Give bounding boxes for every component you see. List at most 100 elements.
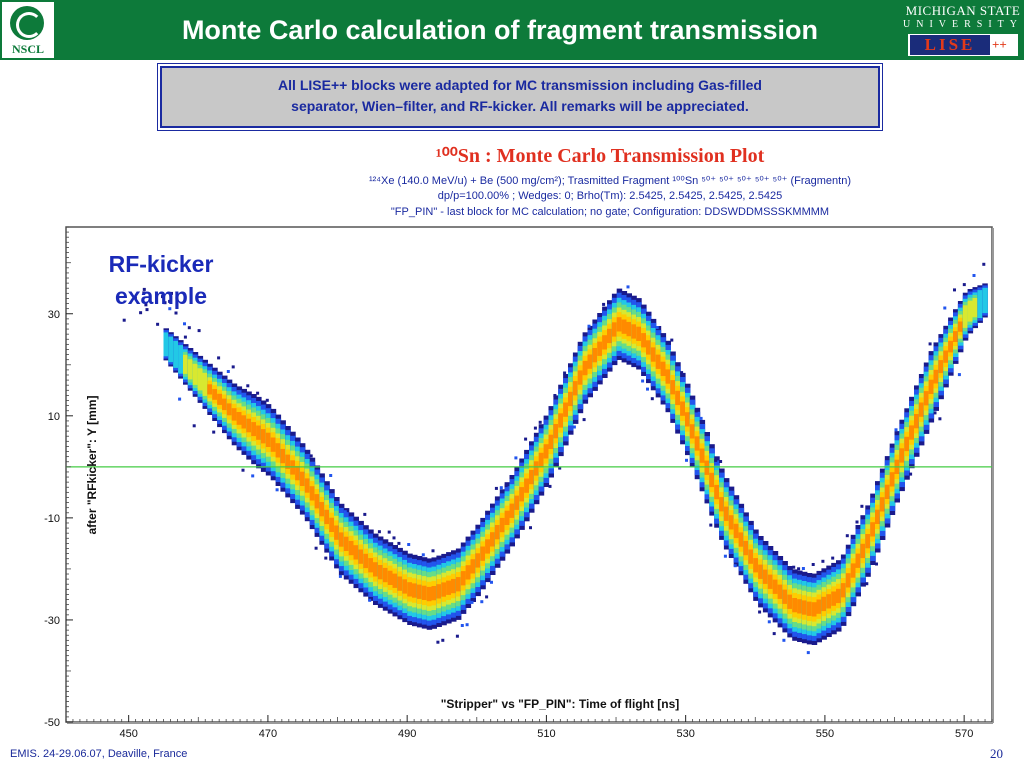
density-cell — [602, 335, 608, 350]
density-cell — [957, 321, 964, 332]
density-cell — [850, 563, 857, 578]
scatter-point — [538, 420, 542, 424]
density-cell — [499, 517, 506, 533]
density-cell — [723, 506, 730, 521]
scatter-point — [145, 308, 149, 312]
scatter-point — [811, 563, 815, 566]
density-cell — [801, 600, 808, 615]
density-cell — [270, 437, 277, 452]
density-cell — [519, 487, 525, 502]
density-cell — [309, 486, 316, 501]
scatter-point — [174, 311, 178, 315]
scatter-point — [163, 301, 167, 305]
scatter-point — [767, 620, 771, 624]
density-cell — [611, 322, 618, 337]
scatter-point — [499, 486, 503, 490]
density-cell — [285, 454, 291, 469]
msu-lise-logo: MICHIGAN STATE UNIVERSITY LISE ++ — [902, 0, 1024, 60]
scatter-point — [338, 574, 342, 578]
scatter-point — [392, 536, 396, 540]
scatter-point — [733, 564, 737, 568]
scatter-point — [441, 638, 445, 642]
density-cell — [343, 536, 350, 551]
scatter-point — [719, 460, 723, 463]
density-cell — [168, 336, 174, 363]
nscl-logo: NSCL — [2, 2, 54, 58]
density-cell — [577, 370, 584, 385]
density-cell — [392, 573, 398, 588]
density-cell — [938, 360, 944, 374]
plot-subtitle-settings: dp/p=100.00% ; Wedges: 0; Brho(Tm): 2.54… — [437, 190, 783, 202]
density-cell — [865, 534, 871, 549]
scatter-point — [694, 409, 698, 413]
scatter-point — [485, 595, 489, 599]
density-cell — [753, 558, 759, 573]
x-tick-label: 530 — [676, 728, 694, 740]
density-cell — [431, 586, 437, 601]
density-cell — [621, 319, 628, 334]
density-cell — [451, 578, 457, 594]
density-cell — [616, 317, 623, 332]
x-tick-label: 550 — [816, 728, 834, 740]
density-cell — [660, 361, 667, 376]
scatter-point — [343, 510, 347, 514]
density-cell — [397, 576, 403, 591]
density-cell — [899, 448, 905, 463]
scatter-point — [680, 371, 684, 375]
density-cell — [524, 478, 530, 493]
scatter-point — [758, 610, 762, 614]
density-cell — [787, 594, 793, 609]
density-cell — [558, 413, 564, 428]
density-cell — [187, 359, 194, 380]
scatter-point — [972, 274, 976, 277]
y-tick-label: -30 — [44, 615, 60, 627]
scatter-point — [962, 283, 966, 287]
density-cell — [533, 461, 540, 476]
scatter-point — [723, 554, 727, 558]
density-cell — [870, 522, 876, 537]
scatter-point — [670, 338, 674, 342]
scatter-point — [183, 335, 187, 339]
scatter-point — [553, 394, 557, 397]
x-tick-label: 570 — [955, 728, 973, 740]
density-cell — [163, 332, 169, 357]
scatter-point — [685, 458, 688, 462]
scatter-point — [382, 540, 386, 544]
scatter-point — [161, 295, 164, 299]
scatter-point — [363, 512, 367, 516]
density-cell — [743, 540, 749, 556]
scatter-point — [646, 387, 649, 391]
scatter-point — [168, 307, 172, 311]
scatter-point — [806, 651, 810, 655]
scatter-point — [251, 474, 255, 478]
rf-kicker-line1: RF-kicker — [108, 251, 214, 277]
density-cell — [455, 577, 462, 592]
density-cell — [738, 532, 745, 547]
density-cell — [529, 469, 535, 485]
scatter-point — [953, 288, 956, 292]
density-cell — [426, 586, 433, 602]
scatter-point — [139, 311, 143, 315]
scatter-point — [572, 425, 576, 429]
density-cell — [222, 398, 228, 411]
density-cell — [241, 415, 247, 429]
density-cell — [373, 562, 379, 577]
density-cell — [918, 402, 925, 417]
density-cell — [816, 599, 822, 614]
scatter-point — [777, 556, 781, 560]
scatter-point — [865, 582, 869, 586]
scatter-point — [246, 384, 250, 388]
notice-box: All LISE++ blocks were adapted for MC tr… — [157, 63, 883, 131]
scatter-point — [175, 296, 179, 300]
density-cell — [879, 497, 886, 512]
density-cell — [904, 436, 910, 452]
density-cell — [421, 585, 428, 600]
density-cell — [719, 497, 725, 512]
density-cell — [358, 549, 364, 564]
density-cell — [597, 341, 603, 356]
rf-kicker-label: RF-kicker example — [88, 248, 234, 312]
density-cell — [982, 287, 988, 314]
density-cell — [821, 596, 827, 612]
density-cell — [943, 350, 949, 363]
scatter-point — [231, 365, 235, 369]
